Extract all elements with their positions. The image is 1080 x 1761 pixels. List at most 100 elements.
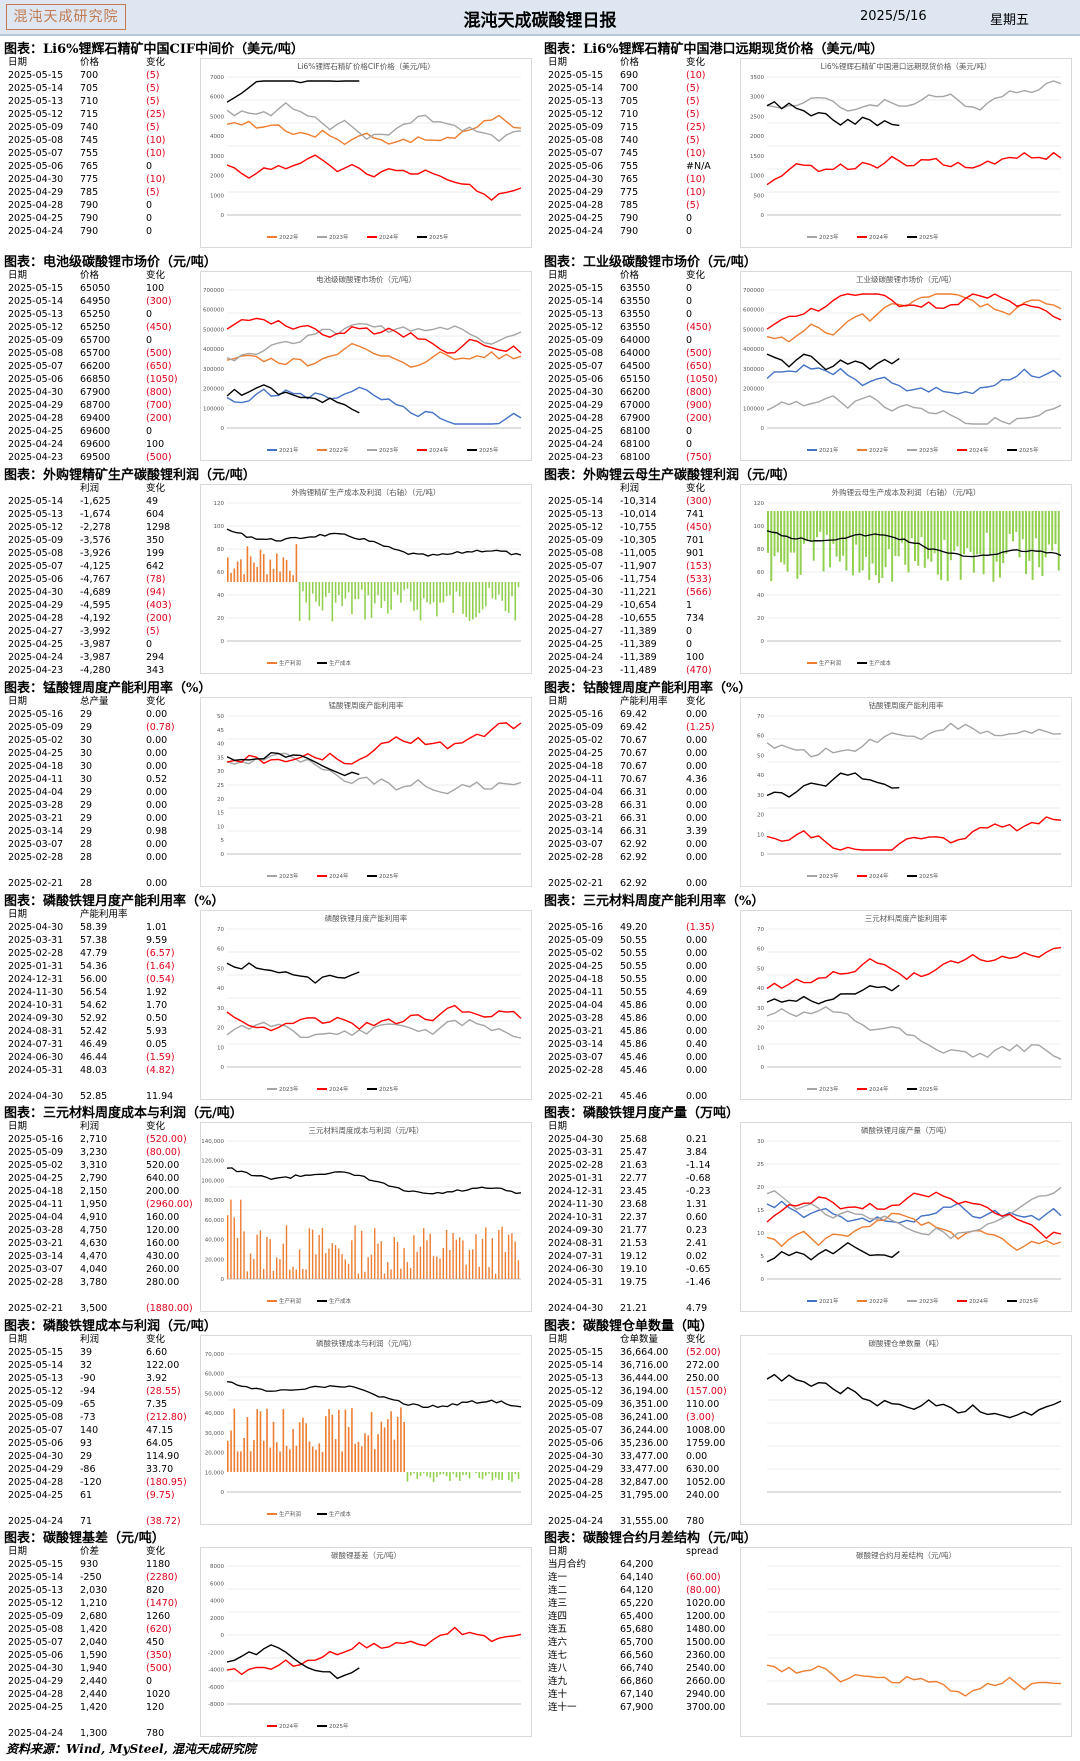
profit-bar	[865, 511, 867, 557]
y-tick-label: 60	[217, 570, 224, 576]
y-tick-label: 20	[217, 797, 224, 803]
panel-title: 图表：锰酸锂周度产能利用率（%）	[4, 681, 212, 696]
table-row: 2025-04-24 1,300 780	[4, 1727, 202, 1740]
table-row: 2025-05-08 36,241.00 (3.00)	[544, 1411, 742, 1424]
table-cell: 33,477.00	[620, 1464, 669, 1475]
table-cell: (350)	[146, 1650, 172, 1661]
report-date: 2025/5/16	[860, 9, 927, 24]
table-cell: 1480.00	[686, 1624, 726, 1635]
table-cell: 2025-03-14	[8, 826, 64, 837]
chart-svg: 020,00040,00060,00080,000100,000120,0001…	[201, 1139, 522, 1305]
profit-bar	[272, 568, 275, 582]
profit-bar	[979, 511, 982, 555]
table-row: 2025-04-29 -4,595 (403)	[4, 599, 202, 612]
profit-bar	[321, 1451, 324, 1472]
table-row: 2025-04-24 69600 100	[4, 438, 202, 451]
table-cell: 740	[80, 122, 99, 133]
profit-bar	[445, 582, 448, 597]
chart-svg	[766, 1565, 1062, 1705]
y-tick-label: 70	[757, 714, 764, 720]
table-header-cell: 变化	[146, 1334, 166, 1345]
table-cell: -4,125	[80, 561, 111, 572]
profit-bar	[295, 544, 298, 582]
table-cell: (10)	[146, 174, 166, 185]
table-cell	[142, 1714, 202, 1727]
chart-svg: 010,00020,00030,00040,00050,00060,00070,…	[205, 1352, 522, 1518]
table-cell: 2025-04-11	[8, 1199, 64, 1210]
table-cell: 2025-05-07	[548, 148, 604, 159]
profit-bar	[878, 511, 881, 584]
table-cell: 0.00	[686, 800, 708, 811]
profit-bar	[445, 1230, 448, 1279]
profit-bar	[341, 582, 343, 607]
legend-label: 2021年	[279, 446, 299, 454]
table-row: 2025-04-24 31,555.00 780	[544, 1515, 742, 1528]
profit-bar	[289, 570, 291, 582]
table-cell: 2025-04-23	[548, 665, 604, 676]
profit-bar	[449, 582, 451, 596]
table-cell: 2025-05-15	[548, 1347, 604, 1358]
profit-bar	[1005, 511, 1008, 554]
table-row: 2025-05-06 -11,754 (533)	[544, 573, 742, 586]
y-tick-label: 20,000	[205, 1257, 225, 1263]
table-cell: 785	[620, 200, 639, 211]
table-cell: (25)	[686, 122, 706, 133]
table-cell: 2025-04-25	[8, 748, 64, 759]
profit-bar	[269, 1239, 271, 1279]
profit-bar	[1025, 511, 1028, 575]
table-cell: 2025-04-25	[8, 426, 64, 437]
table-cell: 2025-02-28	[548, 852, 604, 863]
profit-bar	[279, 1259, 281, 1279]
table-cell: 2025-04-18	[8, 1186, 64, 1197]
profit-bar	[331, 582, 334, 622]
profit-bar	[413, 1235, 415, 1279]
legend-label: 2024年	[869, 872, 889, 880]
profit-bar	[933, 511, 936, 554]
profit-bar	[825, 511, 828, 535]
table-cell: 343	[146, 665, 165, 676]
y-tick-label: 20,000	[205, 1451, 225, 1457]
y-tick-label: 1000	[750, 174, 764, 180]
table-row: 2024-09-30 52.92 0.50	[4, 1012, 202, 1025]
table-cell: (80.00)	[146, 1147, 181, 1158]
table-row: 2025-05-09 69.42 (1.25)	[544, 721, 742, 734]
table-row: 2025-05-14 32 122.00	[4, 1359, 202, 1372]
profit-bar	[357, 1441, 360, 1472]
table-row: 2025-05-09 2,680 1260	[4, 1610, 202, 1623]
table-header-cell: 日期	[548, 1121, 568, 1132]
table-cell: 64,140	[620, 1572, 654, 1583]
y-tick-label: 3000	[210, 154, 224, 160]
table-cell: 21.21	[620, 1303, 648, 1314]
table-row: 2025-04-25 790 0	[4, 212, 202, 225]
profit-bar	[423, 582, 425, 599]
table-row	[4, 864, 202, 877]
profit-bar	[475, 1472, 477, 1474]
table-cell	[544, 1077, 616, 1090]
table-cell: 2,440	[80, 1676, 108, 1687]
table-cell: (5)	[146, 626, 160, 637]
profit-bar	[315, 582, 317, 602]
table-cell: 2025-05-02	[8, 735, 64, 746]
table-header-cell	[616, 1545, 682, 1558]
table-cell: 66200	[620, 387, 651, 398]
table-cell: (500)	[146, 1663, 172, 1674]
table-cell: 2025-04-23	[8, 452, 64, 463]
y-tick-label: 100	[214, 524, 225, 530]
table-cell: 25.68	[620, 1134, 648, 1145]
profit-bar	[276, 553, 278, 582]
profit-bar	[507, 1472, 510, 1481]
legend-label: 2025年	[1019, 1297, 1039, 1305]
table-row	[544, 1502, 742, 1515]
profit-bar	[334, 1245, 337, 1279]
table-cell: (450)	[146, 322, 172, 333]
table-cell: 755	[620, 161, 639, 172]
profit-bar	[429, 582, 432, 605]
table-row: 2025-05-07 36,244.00 1008.00	[544, 1424, 742, 1437]
profit-bar	[370, 582, 373, 618]
table-cell: 2025-03-07	[8, 839, 64, 850]
chart-area: 工业级碳酸锂市场价（元/吨） 0 100000 200000 300000 400000 5…	[740, 271, 1072, 461]
table-header-cell	[544, 482, 616, 495]
profit-bar	[436, 582, 438, 617]
table-cell: 930	[80, 1559, 99, 1570]
table-cell: 604	[146, 509, 165, 520]
